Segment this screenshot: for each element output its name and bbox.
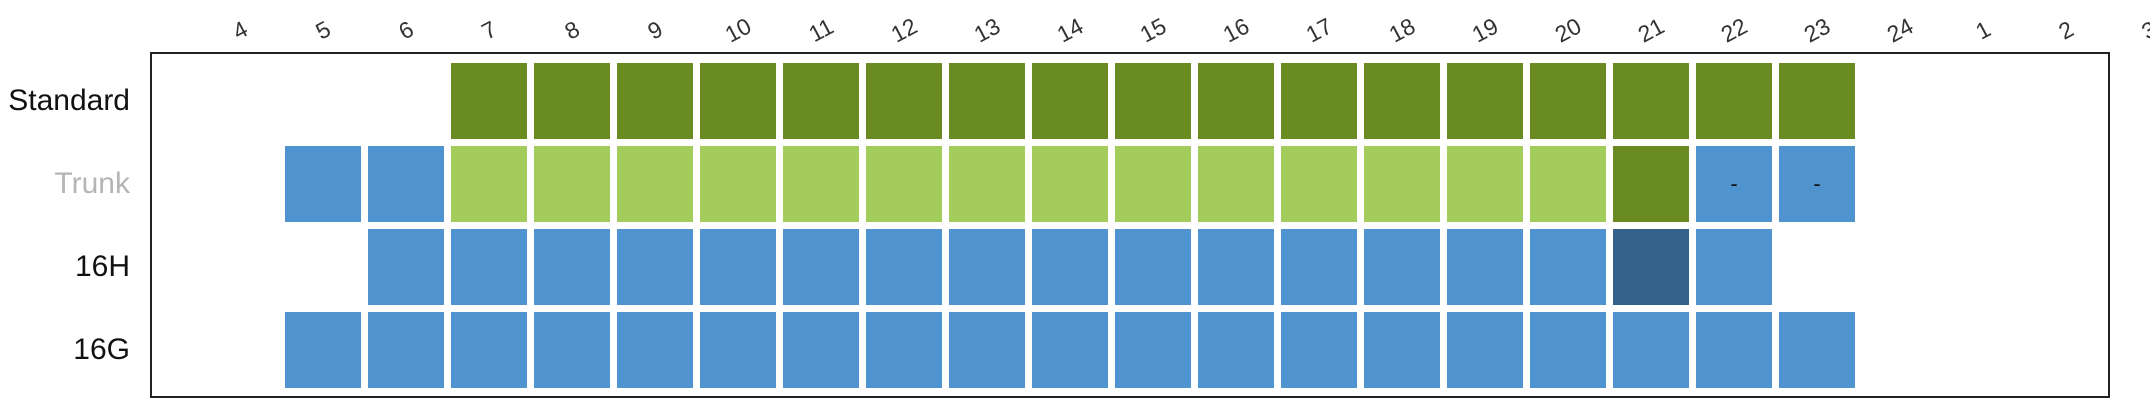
cell-16g-15: [1115, 312, 1191, 388]
cell-trunk-11: [783, 146, 859, 222]
cell-16h-12: [866, 229, 942, 305]
cell-16g-8: [534, 312, 610, 388]
cell-standard-17: [1281, 63, 1357, 139]
cell-16g-12: [866, 312, 942, 388]
cell-16h-9: [617, 229, 693, 305]
cell-16g-5: [285, 312, 361, 388]
plot-frame: [150, 52, 2110, 398]
cell-trunk-18: [1364, 146, 1440, 222]
cell-16h-16: [1198, 229, 1274, 305]
cell-standard-13: [949, 63, 1025, 139]
row-label-standard: Standard: [8, 84, 130, 117]
cell-16g-16: [1198, 312, 1274, 388]
cell-16g-23: [1779, 312, 1855, 388]
cell-trunk-8: [534, 146, 610, 222]
cell-16g-14: [1032, 312, 1108, 388]
cell-standard-19: [1447, 63, 1523, 139]
cell-standard-20: [1530, 63, 1606, 139]
cell-trunk-6: [368, 146, 444, 222]
cell-standard-9: [617, 63, 693, 139]
cell-16h-15: [1115, 229, 1191, 305]
cell-trunk-16: [1198, 146, 1274, 222]
cell-16h-7: [451, 229, 527, 305]
cell-trunk-14: [1032, 146, 1108, 222]
cell-16h-13: [949, 229, 1025, 305]
cell-16h-21: [1613, 229, 1689, 305]
cell-standard-12: [866, 63, 942, 139]
cell-trunk-19: [1447, 146, 1523, 222]
cell-standard-22: [1696, 63, 1772, 139]
cell-16g-6: [368, 312, 444, 388]
cell-standard-7: [451, 63, 527, 139]
cell-16g-13: [949, 312, 1025, 388]
cell-text: -: [1813, 171, 1821, 196]
cell-standard-15: [1115, 63, 1191, 139]
cell-16g-20: [1530, 312, 1606, 388]
cell-trunk-17: [1281, 146, 1357, 222]
cell-trunk-13: [949, 146, 1025, 222]
cell-16g-17: [1281, 312, 1357, 388]
cell-trunk-21: [1613, 146, 1689, 222]
cell-16h-19: [1447, 229, 1523, 305]
cell-standard-23: [1779, 63, 1855, 139]
row-label-16g: 16G: [73, 333, 130, 366]
cell-16h-11: [783, 229, 859, 305]
cell-16g-22: [1696, 312, 1772, 388]
cell-16h-10: [700, 229, 776, 305]
cell-16h-20: [1530, 229, 1606, 305]
cell-trunk-5: [285, 146, 361, 222]
row-label-trunk: Trunk: [54, 167, 130, 200]
cell-standard-11: [783, 63, 859, 139]
cell-16g-9: [617, 312, 693, 388]
cell-trunk-9: [617, 146, 693, 222]
cell-16g-18: [1364, 312, 1440, 388]
cell-standard-16: [1198, 63, 1274, 139]
cell-standard-18: [1364, 63, 1440, 139]
cell-16g-10: [700, 312, 776, 388]
cell-text: -: [1730, 171, 1738, 196]
cell-trunk-12: [866, 146, 942, 222]
cell-trunk-10: [700, 146, 776, 222]
cell-standard-14: [1032, 63, 1108, 139]
cell-standard-10: [700, 63, 776, 139]
cell-16h-22: [1696, 229, 1772, 305]
cell-16h-17: [1281, 229, 1357, 305]
hour-label-3: 3: [2137, 15, 2150, 45]
cell-16h-8: [534, 229, 610, 305]
cell-trunk-22: -: [1696, 146, 1772, 222]
cell-16g-11: [783, 312, 859, 388]
cell-trunk-23: -: [1779, 146, 1855, 222]
cell-16h-14: [1032, 229, 1108, 305]
cell-16g-7: [451, 312, 527, 388]
cell-16g-19: [1447, 312, 1523, 388]
cell-trunk-20: [1530, 146, 1606, 222]
row-label-16h: 16H: [74, 250, 130, 283]
cell-16h-6: [368, 229, 444, 305]
cell-standard-21: [1613, 63, 1689, 139]
cell-standard-8: [534, 63, 610, 139]
cell-trunk-7: [451, 146, 527, 222]
cell-16g-21: [1613, 312, 1689, 388]
cell-trunk-15: [1115, 146, 1191, 222]
cell-16h-18: [1364, 229, 1440, 305]
